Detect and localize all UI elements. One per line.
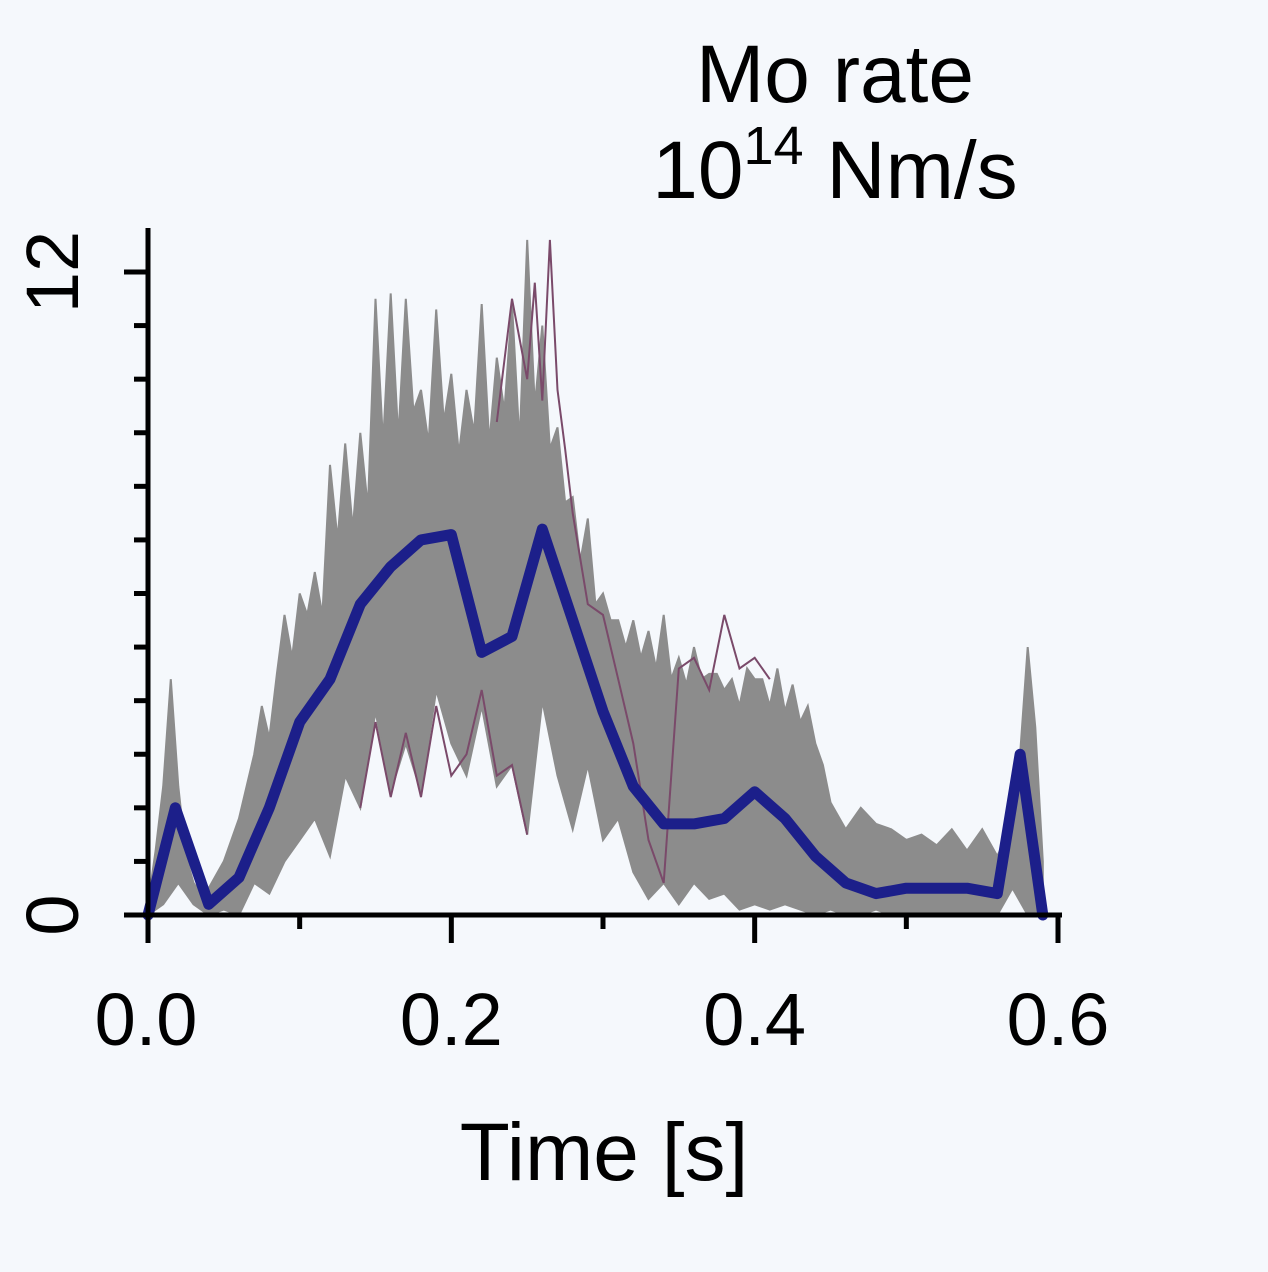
y-tick-label: 0	[11, 894, 94, 935]
thin-trace-1	[495, 239, 771, 884]
y-tick-labels: 0 12	[11, 231, 94, 936]
mean-line	[142, 523, 1049, 921]
unit-rest: Nm/s	[804, 125, 1018, 216]
x-ticks	[145, 915, 1061, 943]
x-tick-label: 0.2	[400, 978, 503, 1061]
unit-exponent: 14	[744, 116, 804, 176]
x-tick-label: 0.4	[703, 978, 806, 1061]
unit-base: 10	[652, 125, 743, 216]
x-tick-labels: 0.0 0.2 0.4 0.6	[95, 978, 1110, 1061]
thin-trace-2	[359, 689, 529, 835]
chart-unit: 1014 Nm/s	[652, 116, 1017, 216]
axes	[124, 228, 1062, 943]
ensemble-envelope	[147, 239, 1044, 917]
y-ticks	[124, 269, 148, 918]
y-tick-label: 12	[11, 231, 94, 313]
chart-title: Mo rate	[696, 29, 974, 120]
x-tick-label: 0.0	[95, 978, 198, 1061]
x-tick-label: 0.6	[1007, 978, 1110, 1061]
x-axis-label: Time [s]	[460, 1107, 749, 1198]
plot-area	[142, 239, 1049, 921]
